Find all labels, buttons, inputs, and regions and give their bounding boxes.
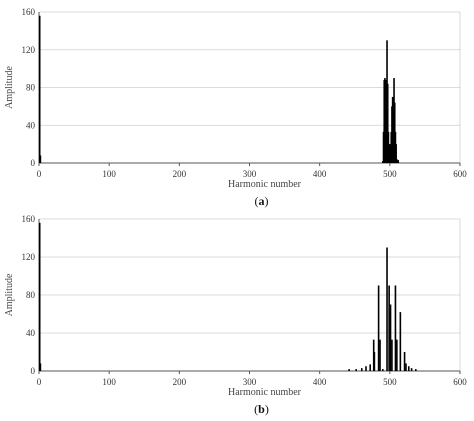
bar: [384, 78, 386, 163]
x-tick-label: 300: [243, 169, 257, 179]
y-tick-label: 80: [26, 83, 36, 93]
bar: [360, 368, 363, 371]
y-tick-label: 120: [22, 45, 36, 55]
panel-b: 0 40 80 120 160 0 100 200 300 400 500 600 Harmonic n…: [4, 214, 467, 416]
bar: [396, 339, 398, 371]
caption-close-paren: ): [265, 194, 269, 208]
bar: [399, 312, 402, 371]
x-tick-label: 600: [453, 169, 467, 179]
x-axis-title: Harmonic number: [228, 387, 302, 398]
y-tick-label: 0: [31, 158, 36, 168]
x-axis-title: Harmonic number: [228, 179, 302, 190]
caption-open-paren: (: [255, 194, 259, 208]
bar: [365, 366, 367, 371]
bar: [377, 285, 380, 371]
x-tick-label: 200: [173, 169, 187, 179]
y-tick-label: 40: [26, 120, 36, 130]
panel-caption: (b): [254, 402, 269, 416]
caption-close-paren: ): [265, 402, 269, 416]
y-axis-title: Amplitude: [4, 273, 15, 316]
y-tick-label: 40: [26, 328, 36, 338]
panel-caption: (a): [255, 194, 269, 208]
y-tick-label: 80: [26, 290, 36, 300]
y-tick-label: 160: [22, 7, 36, 17]
bar: [414, 369, 417, 371]
x-tick-label: 400: [313, 377, 327, 387]
y-tick-label: 160: [22, 214, 36, 224]
x-tick-label: 100: [102, 377, 116, 387]
bar: [389, 304, 392, 371]
bar: [39, 155, 42, 163]
bar: [394, 285, 397, 371]
y-tick-label: 0: [31, 366, 36, 376]
caption-open-paren: (: [254, 402, 258, 416]
x-tick-label: 0: [37, 169, 42, 179]
bar: [348, 369, 350, 371]
bar: [38, 15, 41, 164]
bar: [382, 369, 384, 371]
x-tick-label: 500: [383, 377, 397, 387]
bar: [386, 83, 389, 163]
x-tick-label: 0: [37, 377, 42, 387]
bar: [410, 368, 413, 371]
x-tick-label: 500: [383, 169, 397, 179]
caption-letter: b: [258, 402, 265, 416]
bar: [379, 339, 381, 371]
bar: [355, 369, 357, 371]
bar: [373, 352, 376, 371]
bar: [397, 160, 400, 163]
bar: [386, 247, 388, 371]
y-axis-title: Amplitude: [4, 66, 15, 109]
bar: [396, 159, 398, 163]
caption-letter: a: [259, 194, 265, 208]
y-tick-label: 120: [22, 252, 36, 262]
bar: [391, 339, 393, 371]
x-tick-label: 600: [453, 377, 467, 387]
bar: [403, 352, 406, 371]
bar: [395, 144, 397, 163]
bar: [405, 363, 407, 371]
bar: [39, 363, 42, 371]
x-tick-label: 400: [313, 169, 327, 179]
bar: [38, 222, 41, 371]
bar: [369, 364, 371, 371]
x-tick-label: 300: [243, 377, 257, 387]
panel-a: 0 40 80 120 160 0 100 200 300 400 500 600 Harmonic n…: [4, 7, 467, 208]
bar: [388, 285, 390, 371]
x-tick-label: 100: [102, 169, 116, 179]
bar: [407, 366, 410, 371]
bar: [389, 144, 391, 163]
x-tick-label: 200: [173, 377, 187, 387]
